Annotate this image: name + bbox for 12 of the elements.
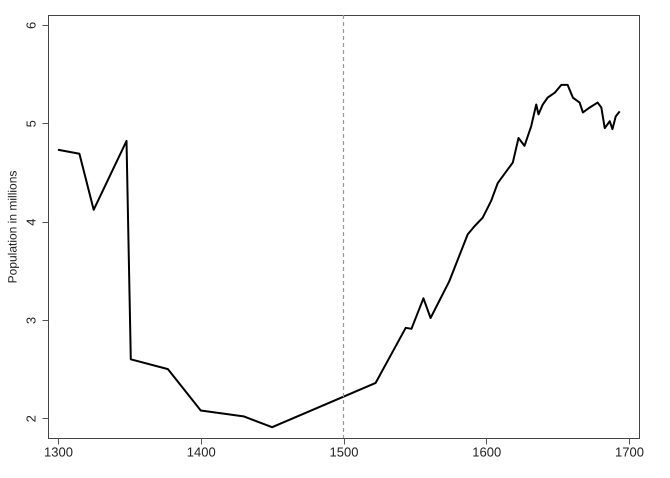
y-tick-label: 3 — [24, 316, 38, 324]
y-axis-title: Population in millions — [6, 170, 20, 284]
x-tick-label: 1300 — [44, 444, 73, 460]
x-tick-label: 1600 — [472, 444, 502, 460]
x-tick-label: 1500 — [330, 444, 358, 460]
y-tick-label: 2 — [24, 415, 38, 422]
x-tick-label: 1700 — [615, 444, 644, 460]
x-tick-label: 1400 — [186, 444, 216, 460]
line-series — [56, 84, 621, 428]
y-tick-label: 4 — [24, 218, 38, 226]
y-tick-label: 6 — [24, 22, 38, 29]
y-tick-label: 5 — [24, 120, 38, 128]
